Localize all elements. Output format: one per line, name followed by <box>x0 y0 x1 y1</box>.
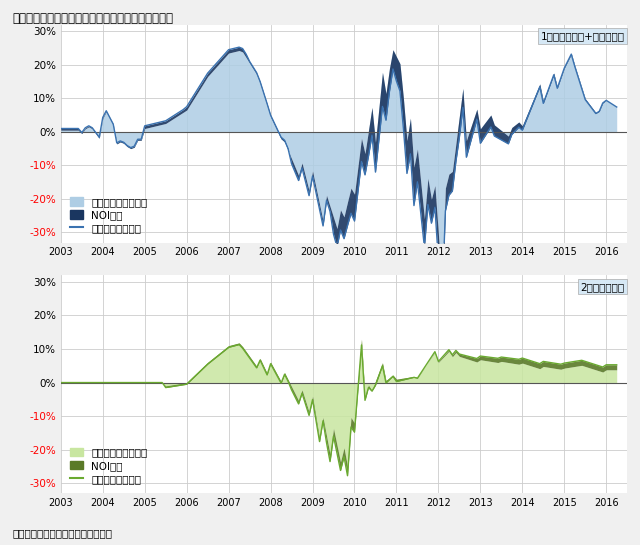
Text: 出所）三井住友トラスト基礎研究所: 出所）三井住友トラスト基礎研究所 <box>13 529 113 538</box>
Text: 図表２．　不動産価格変化率（前年比）の要因分解: 図表２． 不動産価格変化率（前年比）の要因分解 <box>13 12 174 25</box>
Legend: キャップレート要因, NOI要因, 価格指数の変化率: キャップレート要因, NOI要因, 価格指数の変化率 <box>66 193 152 237</box>
Text: 2　　　　住宅: 2 住宅 <box>580 282 625 292</box>
Text: 1　　オフィス+都心型商業: 1 オフィス+都心型商業 <box>540 31 625 41</box>
Legend: キャップレート要因, NOI要因, 価格指数の変化率: キャップレート要因, NOI要因, 価格指数の変化率 <box>66 444 152 488</box>
